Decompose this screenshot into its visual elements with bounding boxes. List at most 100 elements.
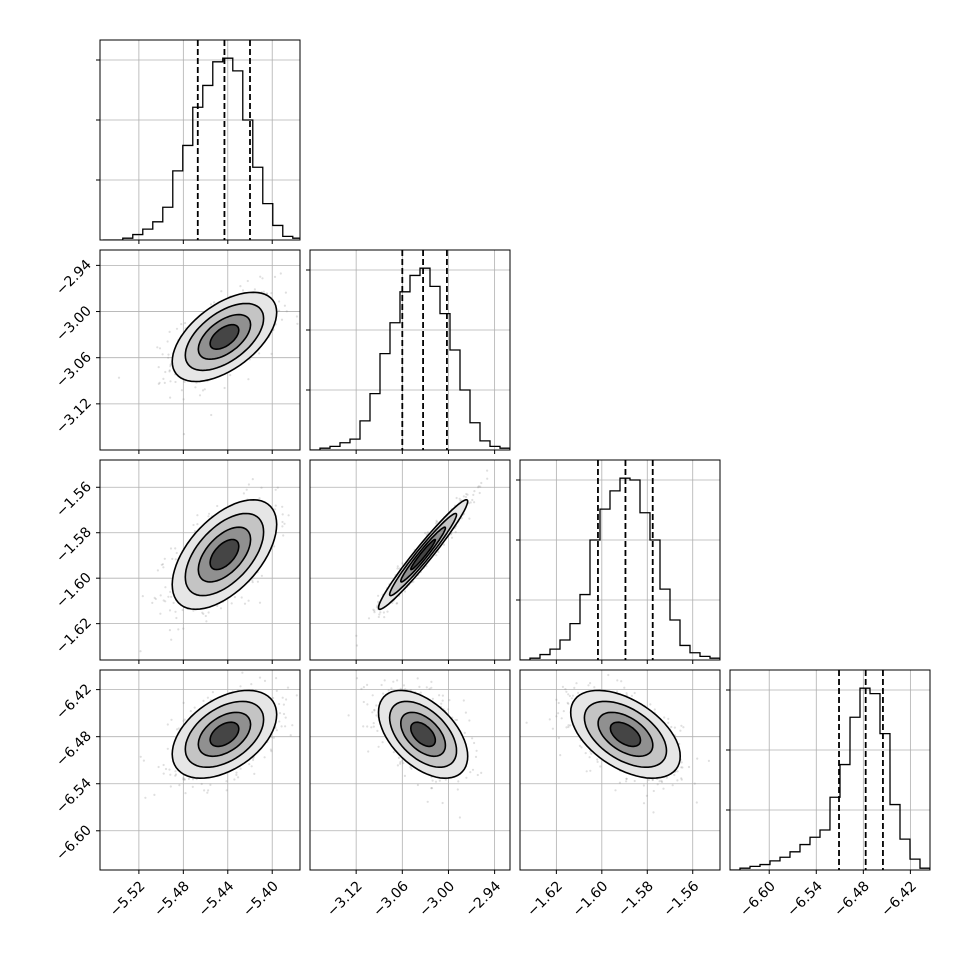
sample-point [695,801,698,804]
sample-point [178,784,181,787]
sample-point [396,679,399,682]
sample-point [480,771,483,775]
sample-point [567,725,570,729]
sample-point [680,724,683,727]
sample-point [347,714,350,717]
sample-point [210,413,213,417]
sample-point [430,680,433,684]
sample-point [260,574,263,577]
sample-point [183,778,186,781]
scatter-panel-0-2: −1.62−1.60−1.58−1.56 [53,459,301,664]
sample-point [139,650,142,653]
sample-point [425,686,428,689]
sample-point [164,767,168,771]
ytick-label-1-0: −3.12 [53,395,95,437]
sample-point [159,594,162,597]
sample-point [693,782,696,785]
xtick-label-0-1: −5.48 [151,878,193,920]
sample-point [295,315,298,318]
sample-point [376,729,379,733]
sample-point [444,778,447,781]
xtick-label-1-1: −3.06 [370,878,412,920]
sample-point [392,680,395,683]
sample-point [192,609,195,612]
ytick-label-3-0: −6.60 [53,822,95,864]
sample-point [570,697,573,700]
sample-point [438,779,441,782]
hist-panel-3: −6.60 −6.54 −6.48 −6.42 [726,669,931,920]
sample-point [233,596,236,599]
sample-point [302,274,304,276]
sample-point [291,724,294,727]
sample-point [458,497,461,500]
sample-point [587,684,590,687]
sample-point [667,721,670,725]
ytick-label-1-2: −3.00 [53,303,95,345]
sample-point [151,601,154,605]
sample-point [239,285,242,288]
sample-point [448,699,451,702]
sample-point [170,718,173,721]
sample-point [163,557,166,560]
sample-point [182,719,185,723]
sample-point [373,709,376,712]
sample-point [144,796,147,799]
sample-point [573,686,576,690]
xtick-label-3-3: −6.42 [878,878,920,920]
sample-point [590,752,593,755]
sample-point [457,780,460,783]
sample-point [235,773,238,777]
sample-point [169,773,172,776]
sample-point [258,352,261,355]
sample-point [258,663,260,665]
sample-point [565,690,568,693]
contour-0-3-1 [197,711,252,758]
sample-point [192,523,195,527]
sample-point [166,340,169,343]
sample-point [171,557,174,561]
sample-point [275,689,278,693]
sample-point [373,609,376,612]
sample-point [158,347,162,350]
sample-point [239,767,242,770]
sample-point [402,684,406,687]
sample-point [239,685,242,688]
sample-point [162,772,165,775]
contour-2-3-0 [609,721,642,748]
sample-point [263,756,266,759]
sample-point [362,725,365,728]
sample-point [243,602,247,605]
sample-point [174,547,177,550]
sample-point [233,778,236,781]
sample-point [555,698,558,701]
sample-point [278,702,281,706]
sample-point [473,741,476,745]
sample-point [213,301,216,304]
sample-point [476,773,479,777]
xtick-label-3-0: −6.60 [737,878,779,920]
sample-point [201,611,204,614]
ytick-label-1-3: −2.94 [53,257,95,299]
sample-point [567,702,570,705]
sample-point [177,727,180,730]
contour-0-3-0 [209,721,240,748]
sample-point [378,613,381,616]
sample-point [681,766,684,769]
sample-point [410,767,413,770]
sample-point [158,381,161,384]
sample-point [596,760,599,764]
sample-point [434,522,438,525]
sample-point [201,389,205,392]
sample-point [167,356,170,359]
sample-point [282,712,286,716]
sample-point [159,612,162,615]
sample-point [458,816,461,819]
sample-point [396,567,399,570]
sample-point [258,676,262,679]
sample-point [191,778,195,781]
sample-point [403,590,407,593]
sample-point [242,492,245,495]
sample-point [466,493,469,496]
sample-point [399,762,402,765]
sample-point [625,777,628,780]
